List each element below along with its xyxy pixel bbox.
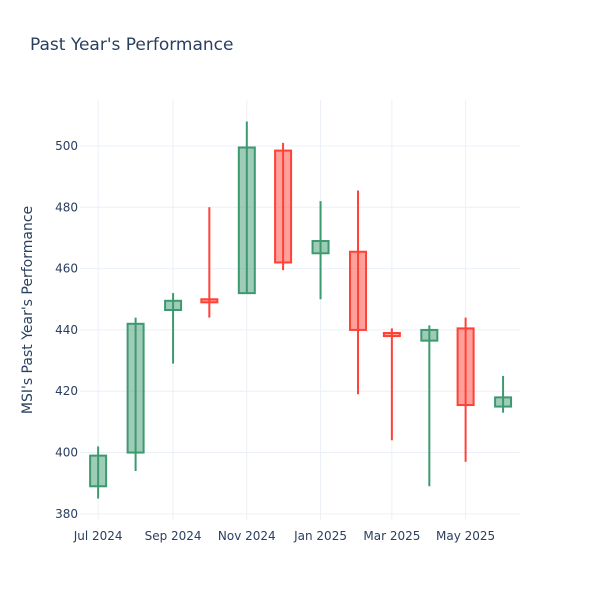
candle-body — [456, 327, 475, 407]
candle-body — [164, 299, 183, 311]
y-tick-label: 460 — [55, 262, 78, 276]
x-tick-label: Nov 2024 — [218, 529, 276, 543]
x-tick-label: Jan 2025 — [293, 529, 347, 543]
candle — [420, 325, 439, 487]
candle-body — [494, 396, 513, 408]
x-tick-label: Jul 2024 — [73, 529, 123, 543]
candle — [349, 190, 368, 395]
candle-body — [89, 454, 108, 488]
y-tick-label: 440 — [55, 323, 78, 337]
y-tick-label: 420 — [55, 384, 78, 398]
x-tick-label: Sep 2024 — [145, 529, 202, 543]
x-tick-label: May 2025 — [436, 529, 495, 543]
y-tick-label: 480 — [55, 200, 78, 214]
candle-body — [237, 146, 256, 295]
candle-body — [126, 322, 145, 454]
candle — [311, 201, 330, 300]
candle — [456, 317, 475, 462]
candle-layer — [89, 121, 513, 499]
candle — [200, 207, 219, 318]
candle-body — [382, 331, 401, 338]
y-tick-label: 400 — [55, 446, 78, 460]
candle-body — [420, 328, 439, 342]
candle-body — [349, 250, 368, 331]
tick-layer: 380 400 420 440 460 480 500 Jul 2024 Sep 2024 Nov… — [55, 139, 495, 543]
grid-layer — [80, 100, 520, 520]
candle-body — [274, 149, 293, 264]
candle-body — [200, 298, 219, 304]
y-axis-label: MSI's Past Year's Performance — [20, 206, 36, 414]
candle — [126, 317, 145, 471]
candle — [382, 328, 401, 441]
candle — [494, 375, 513, 413]
candle — [164, 293, 183, 364]
candle — [237, 121, 256, 295]
candle — [274, 142, 293, 271]
candle-body — [311, 240, 330, 255]
y-tick-label: 380 — [55, 507, 78, 521]
candle — [89, 446, 108, 499]
chart-title: Past Year's Performance — [30, 35, 234, 55]
x-tick-label: Mar 2025 — [363, 529, 420, 543]
y-tick-label: 500 — [55, 139, 78, 153]
